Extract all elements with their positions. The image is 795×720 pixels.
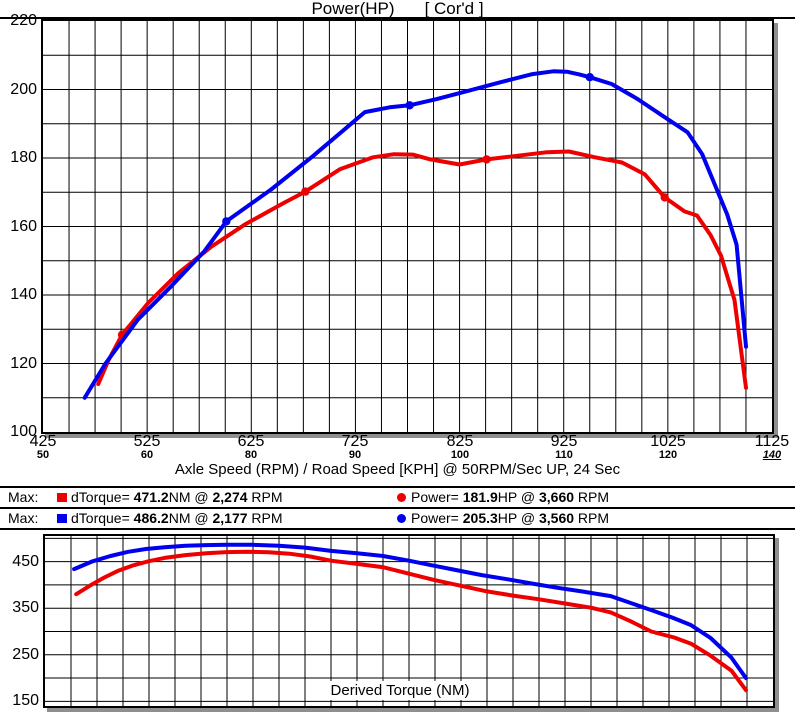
power-chart-frame bbox=[41, 19, 774, 434]
kph-tick-label: 120 bbox=[658, 449, 678, 461]
chart-title-correction-tag: [ Cor'd ] bbox=[424, 0, 484, 18]
legend-max-label: Max: bbox=[8, 510, 39, 526]
legend-red-dot-swatch bbox=[397, 493, 406, 502]
kph-tick-label: 110 bbox=[555, 449, 573, 461]
rpm-tick-label: 1025 bbox=[650, 433, 686, 450]
legend-max-label: Max: bbox=[8, 489, 39, 505]
legend-power-text-run1: Power= 181.9HP @ 3,660 RPM bbox=[411, 488, 609, 507]
legend-power-prefix: Power= bbox=[411, 510, 463, 526]
legend-torque-suffix: RPM bbox=[247, 510, 283, 526]
legend-power-suffix: RPM bbox=[574, 510, 610, 526]
legend-torque-prefix: dTorque= bbox=[71, 489, 134, 505]
legend-power-value: 205.3 bbox=[462, 510, 498, 526]
rpm-tick-label: 425 bbox=[29, 433, 57, 450]
run1-torque-red-curve bbox=[74, 549, 748, 693]
kph-tick-label: 60 bbox=[140, 449, 154, 461]
run2-torque-blue-curve bbox=[72, 542, 748, 681]
legend-red-square-swatch bbox=[57, 493, 67, 502]
legend-torque-text-run1: dTorque= 471.2NM @ 2,274 RPM bbox=[71, 488, 283, 507]
run1-power-red-marker bbox=[660, 193, 669, 202]
legend-power-rpm: 3,560 bbox=[538, 510, 575, 526]
power-y-tick-label: 200 bbox=[10, 81, 37, 98]
legend-row-run2: Max: dTorque= 486.2NM @ 2,177 RPM Power=… bbox=[0, 509, 795, 528]
power-y-tick-label: 160 bbox=[10, 218, 37, 235]
torque-chart-frame bbox=[43, 534, 775, 708]
legend-torque-mid: NM @ bbox=[168, 489, 213, 505]
legend-power-prefix: Power= bbox=[411, 489, 463, 505]
legend-power-suffix: RPM bbox=[574, 489, 610, 505]
run2-power-blue-marker bbox=[222, 217, 231, 226]
legend-power-text-run2: Power= 205.3HP @ 3,560 RPM bbox=[411, 509, 609, 528]
title-underline bbox=[0, 17, 795, 19]
power-y-tick-label: 100 bbox=[10, 423, 37, 440]
torque-y-tick-label: 350 bbox=[12, 599, 39, 616]
run1-power-red-marker bbox=[482, 155, 491, 164]
rpm-tick-label: 825 bbox=[446, 433, 474, 450]
legend-rule-bottom bbox=[0, 528, 795, 530]
torque-y-tick-label: 250 bbox=[12, 646, 39, 663]
legend-blue-dot-swatch bbox=[397, 514, 406, 523]
legend-rule-middle bbox=[0, 507, 795, 509]
kph-tick-label: 90 bbox=[348, 449, 362, 461]
run1-power-red-curve bbox=[96, 149, 748, 390]
run2-power-blue-marker bbox=[405, 101, 414, 110]
rpm-tick-label: 925 bbox=[550, 433, 578, 450]
legend-torque-value: 471.2 bbox=[133, 489, 169, 505]
legend-power-value: 181.9 bbox=[462, 489, 498, 505]
legend-torque-rpm: 2,274 bbox=[212, 489, 248, 505]
rpm-tick-label: 1125 bbox=[754, 433, 790, 450]
rpm-tick-label: 625 bbox=[237, 433, 265, 450]
power-y-tick-label: 180 bbox=[10, 149, 37, 166]
kph-tick-label: 140 bbox=[762, 449, 782, 461]
x-axis-title: Axle Speed (RPM) / Road Speed [KPH] @ 50… bbox=[174, 461, 621, 478]
legend-rule-top bbox=[0, 486, 795, 488]
torque-chart-canvas bbox=[43, 534, 775, 708]
kph-tick-label: 100 bbox=[450, 449, 470, 461]
legend-power-mid: HP @ bbox=[497, 510, 539, 526]
legend-torque-mid: NM @ bbox=[168, 510, 213, 526]
kph-tick-label: 50 bbox=[36, 449, 50, 461]
legend-power-rpm: 3,660 bbox=[538, 489, 575, 505]
run2-power-blue-marker bbox=[585, 73, 594, 82]
legend-torque-prefix: dTorque= bbox=[71, 510, 134, 526]
torque-chart-inner-title: Derived Torque (NM) bbox=[314, 681, 486, 700]
legend-torque-suffix: RPM bbox=[247, 489, 283, 505]
power-y-tick-label: 120 bbox=[10, 355, 37, 372]
torque-y-tick-label: 150 bbox=[12, 692, 39, 709]
rpm-tick-label: 725 bbox=[341, 433, 369, 450]
legend-blue-square-swatch bbox=[57, 514, 67, 523]
legend-torque-rpm: 2,177 bbox=[212, 510, 248, 526]
legend-torque-text-run2: dTorque= 486.2NM @ 2,177 RPM bbox=[71, 509, 283, 528]
power-y-tick-label: 140 bbox=[10, 286, 37, 303]
run2-power-blue-curve bbox=[82, 69, 748, 400]
legend-row-run1: Max: dTorque= 471.2NM @ 2,274 RPM Power=… bbox=[0, 488, 795, 507]
kph-tick-label: 80 bbox=[244, 449, 258, 461]
legend-torque-value: 486.2 bbox=[133, 510, 169, 526]
legend-power-mid: HP @ bbox=[497, 489, 539, 505]
torque-y-tick-label: 450 bbox=[12, 553, 39, 570]
chart-title-main: Power(HP) bbox=[311, 0, 395, 18]
rpm-tick-label: 525 bbox=[133, 433, 161, 450]
power-chart-canvas bbox=[41, 19, 774, 434]
run1-power-red-marker bbox=[301, 187, 310, 196]
chart-title: Power(HP) [ Cor'd ] bbox=[0, 0, 795, 17]
